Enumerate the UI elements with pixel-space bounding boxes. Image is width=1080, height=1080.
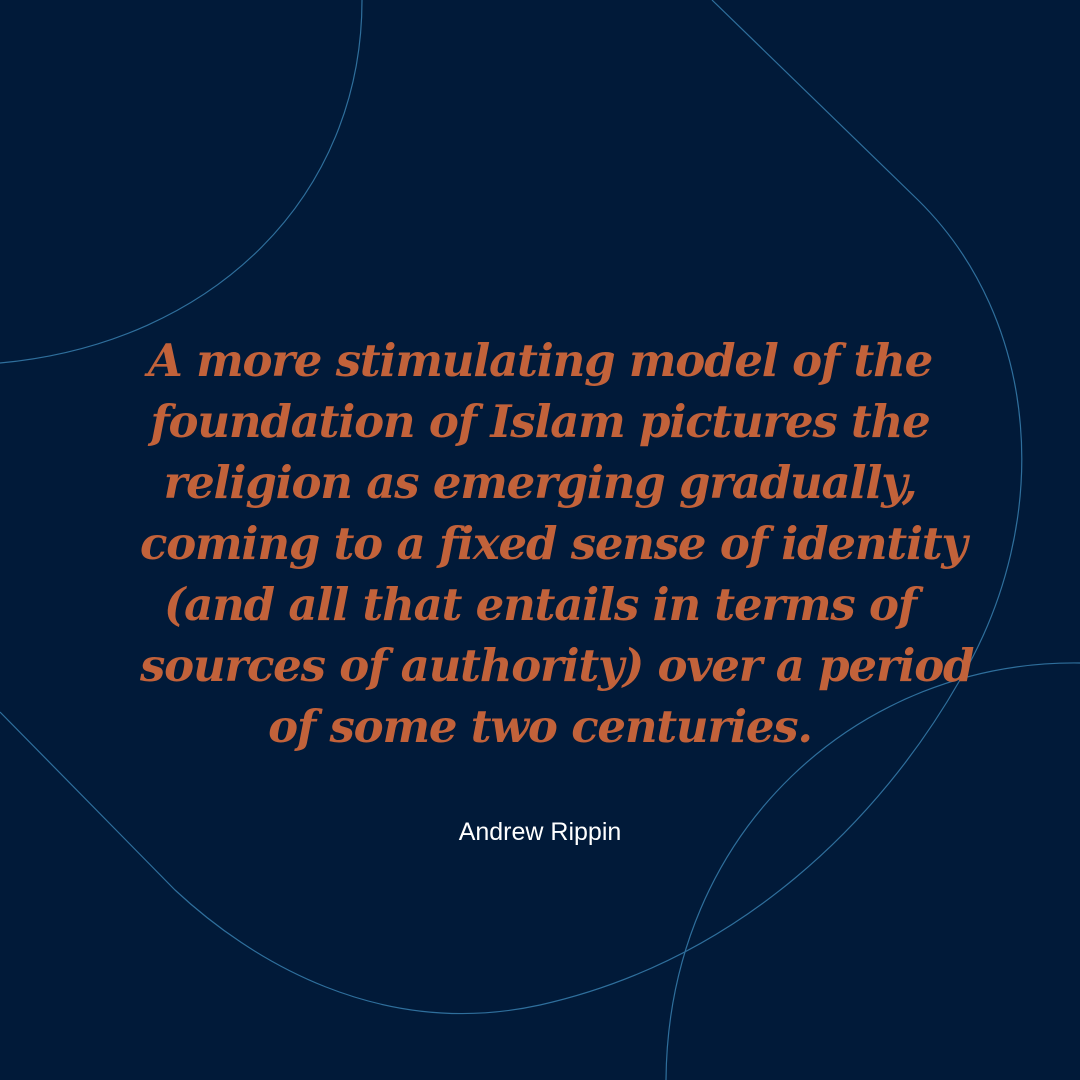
decor-arc-top-left	[0, 0, 363, 364]
quote-line: A more stimulating model of the	[147, 334, 933, 387]
quote-line: coming to a fixed sense of identity	[140, 517, 968, 570]
quote-text: A more stimulating model of the foundati…	[140, 330, 975, 757]
quote-line: religion as emerging gradually,	[163, 456, 918, 509]
decor-arc-bottom-right	[665, 662, 1080, 1080]
quote-line: of some two centuries.	[268, 700, 813, 753]
quote-line: sources of authority) over a period	[140, 639, 975, 692]
quote-line: foundation of Islam pictures the	[150, 395, 930, 448]
quote-author: Andrew Rippin	[458, 818, 622, 846]
decor-rounded-shape	[0, 0, 1023, 1014]
quote-line: (and all that entails in terms of	[164, 578, 917, 631]
